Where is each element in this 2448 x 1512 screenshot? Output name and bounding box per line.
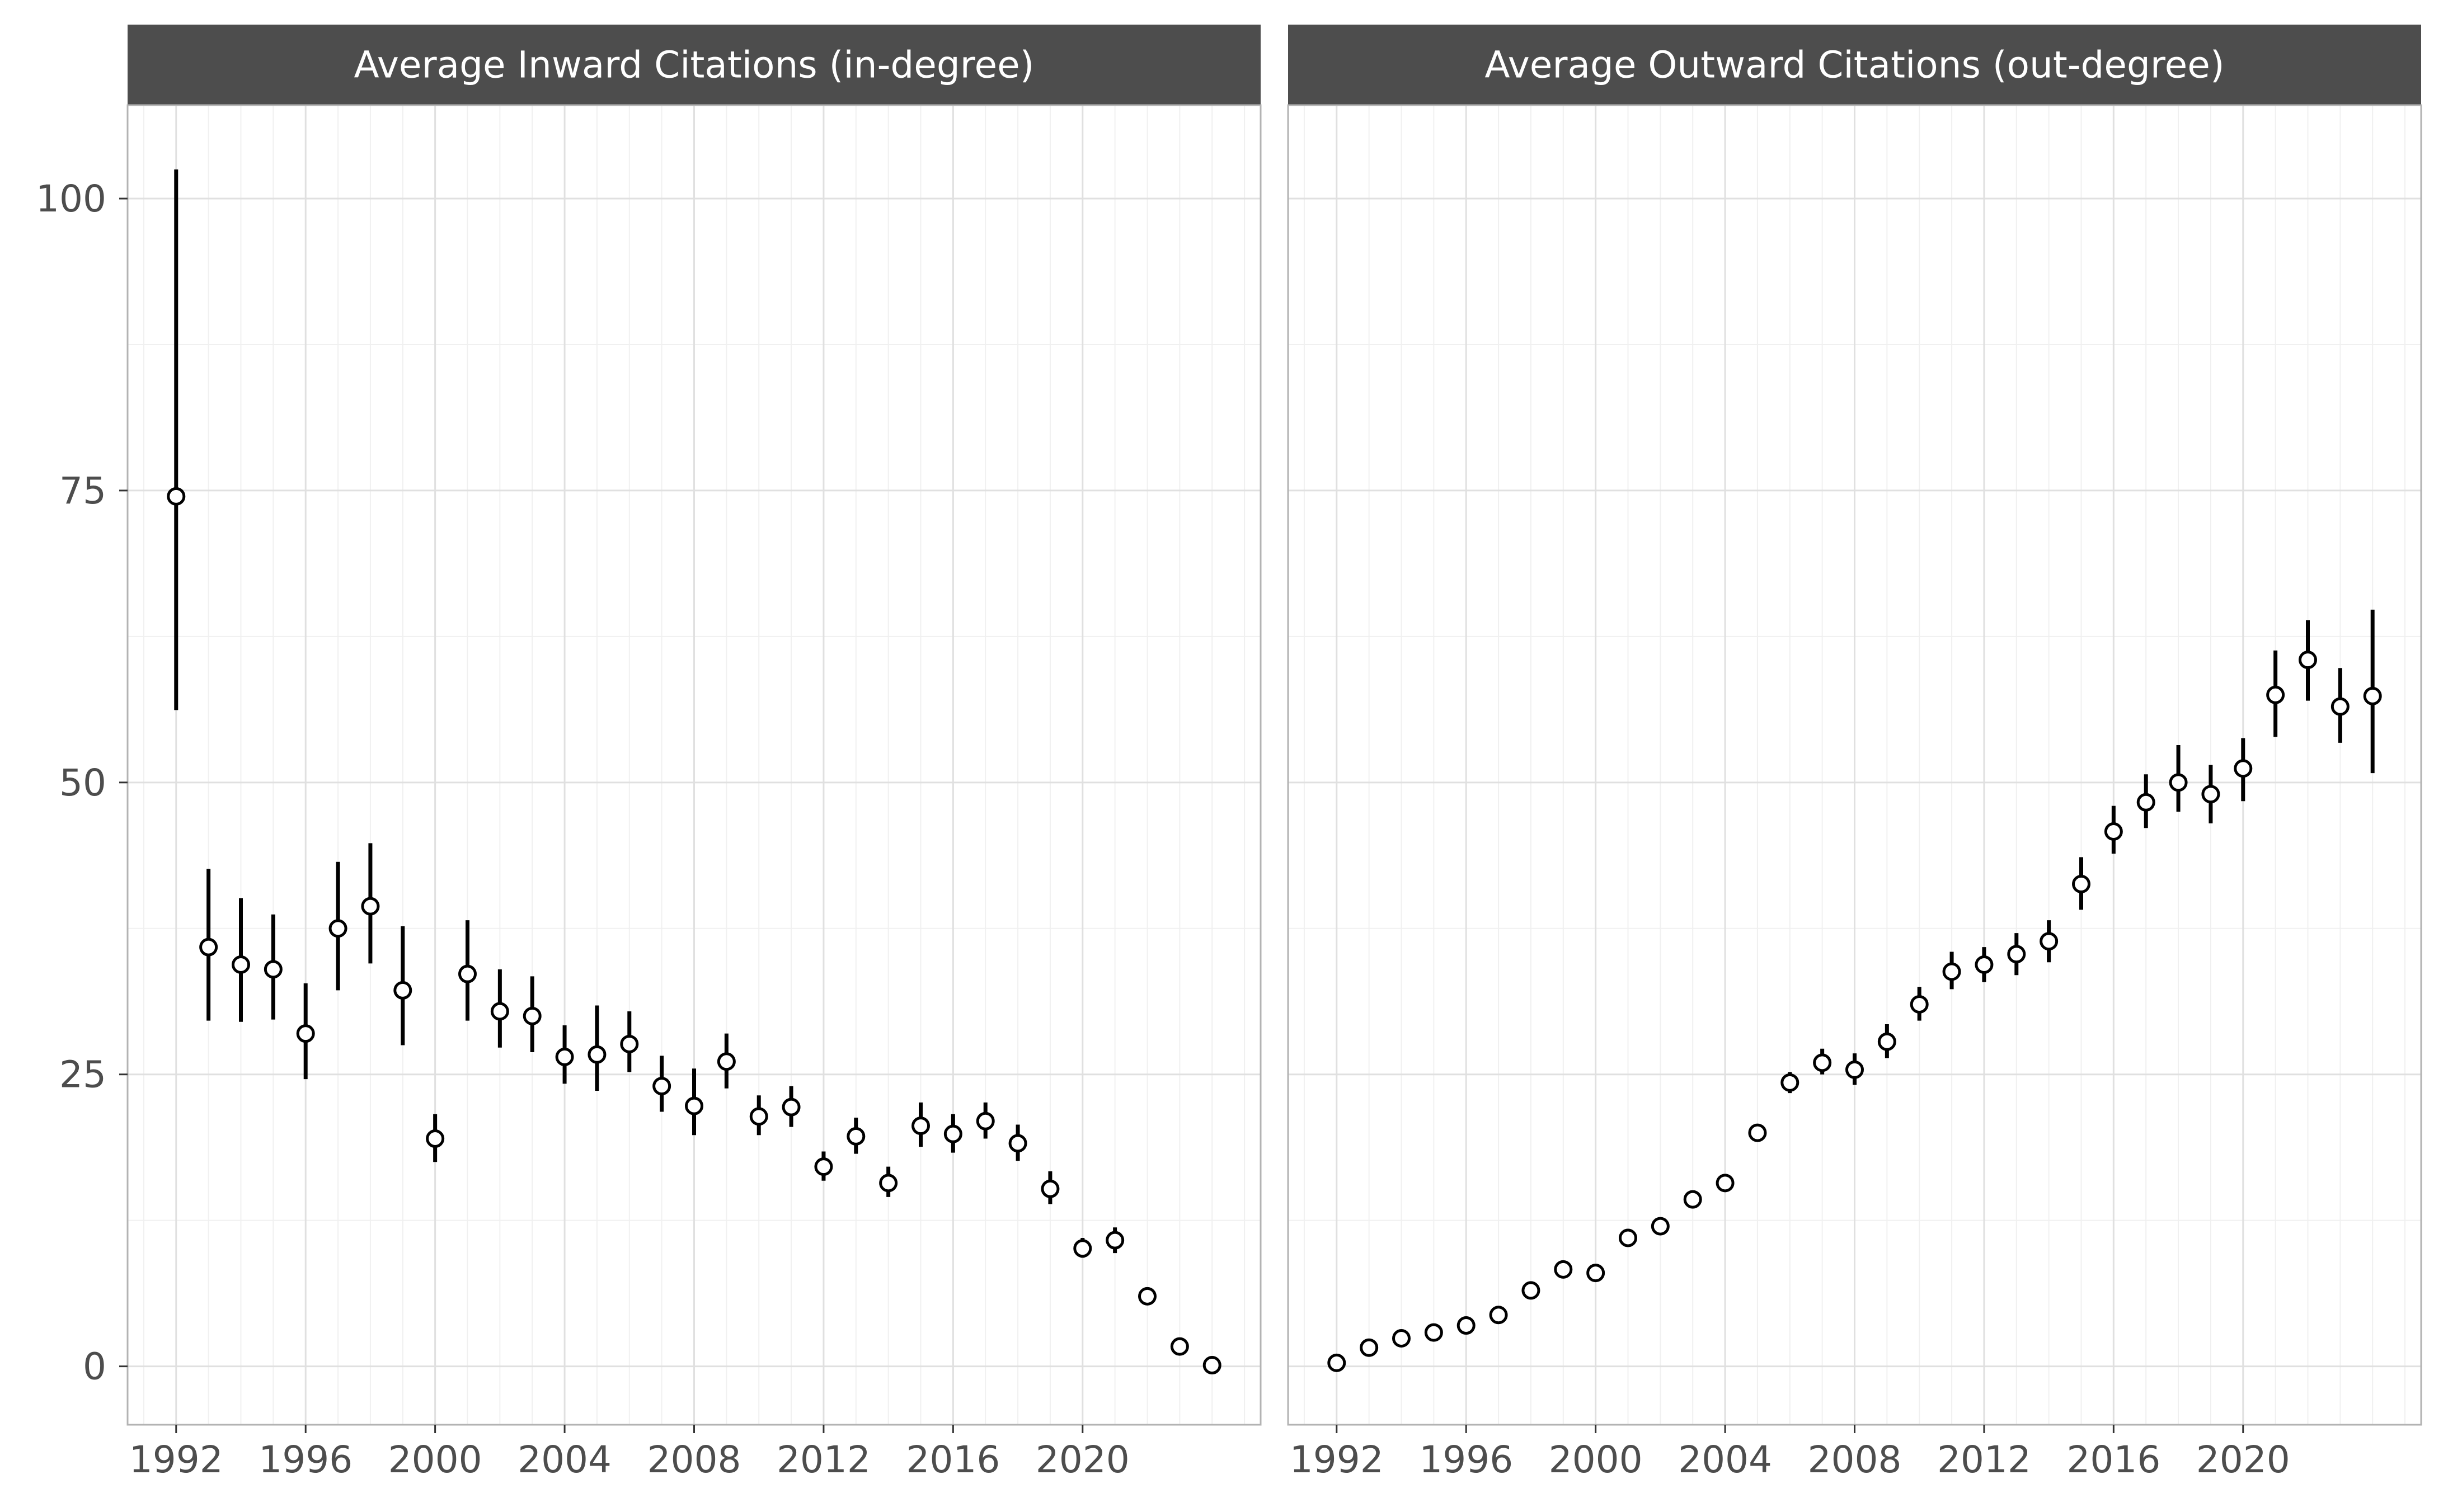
data-point xyxy=(2072,874,2090,893)
data-point xyxy=(2363,686,2382,705)
x-tick-label: 1992 xyxy=(129,1438,223,1481)
data-point xyxy=(2040,932,2059,951)
data-point xyxy=(814,1157,833,1176)
data-point xyxy=(264,960,283,979)
data-point xyxy=(1910,995,1929,1014)
facet-title: Average Outward Citations (out-degree) xyxy=(1484,44,2224,87)
data-point xyxy=(1554,1260,1573,1279)
x-tick-label: 1996 xyxy=(1419,1438,1513,1481)
x-tick-label: 2016 xyxy=(906,1438,1000,1481)
data-point xyxy=(1424,1323,1443,1342)
data-point xyxy=(1106,1231,1125,1250)
data-point xyxy=(2330,697,2350,716)
data-point xyxy=(555,1047,574,1066)
data-point xyxy=(1456,1316,1476,1335)
data-point xyxy=(1360,1338,1379,1357)
data-point xyxy=(911,1117,930,1136)
data-point xyxy=(2169,773,2188,792)
x-tick-label: 2012 xyxy=(777,1438,871,1481)
x-tick-label: 2008 xyxy=(1808,1438,1902,1481)
data-point xyxy=(1392,1329,1411,1348)
data-point xyxy=(1202,1356,1221,1375)
data-point xyxy=(1877,1032,1896,1051)
data-point xyxy=(232,955,250,974)
data-point xyxy=(361,897,380,916)
panel-outward-citations: Average Outward Citations (out-degree) 19… xyxy=(1287,25,2422,1481)
facet-strip xyxy=(1288,25,2421,105)
data-point xyxy=(1521,1281,1540,1300)
data-point xyxy=(2201,785,2220,804)
data-point xyxy=(588,1045,607,1064)
data-point xyxy=(1041,1179,1060,1198)
data-point xyxy=(523,1006,542,1025)
facet-title: Average Inward Citations (in-degree) xyxy=(354,44,1035,87)
y-tick-label: 75 xyxy=(59,469,106,512)
data-point xyxy=(1138,1287,1157,1306)
data-point xyxy=(879,1174,898,1193)
data-point xyxy=(782,1098,801,1117)
data-point xyxy=(2299,651,2317,670)
y-tick-label: 50 xyxy=(59,761,106,804)
data-point xyxy=(620,1034,639,1053)
data-point xyxy=(749,1107,768,1126)
data-point xyxy=(1716,1174,1735,1193)
x-tick-label: 2012 xyxy=(1937,1438,2031,1481)
data-point xyxy=(1975,955,1994,974)
data-point xyxy=(1073,1239,1092,1258)
x-tick-label: 2004 xyxy=(1678,1438,1772,1481)
data-point xyxy=(1489,1306,1508,1325)
data-point xyxy=(1008,1134,1027,1153)
data-point xyxy=(976,1111,995,1131)
data-point xyxy=(458,964,477,983)
data-point xyxy=(1780,1073,1799,1092)
data-point xyxy=(717,1052,736,1071)
data-point xyxy=(490,1002,509,1021)
data-point xyxy=(2234,759,2253,778)
data-point xyxy=(393,981,412,1000)
data-point xyxy=(2104,822,2123,841)
data-point xyxy=(1942,962,1961,981)
data-point xyxy=(1845,1060,1864,1079)
data-point xyxy=(1586,1264,1605,1283)
data-point xyxy=(426,1129,445,1148)
x-tick-label: 1992 xyxy=(1290,1438,1384,1481)
data-point xyxy=(167,487,186,506)
data-point xyxy=(328,919,347,938)
data-point xyxy=(685,1096,703,1115)
data-point xyxy=(1651,1217,1670,1236)
x-tick-label: 1996 xyxy=(259,1438,353,1481)
data-point xyxy=(1683,1190,1702,1209)
data-point xyxy=(943,1124,962,1143)
data-point xyxy=(1748,1123,1767,1142)
x-tick-label: 2004 xyxy=(518,1438,612,1481)
data-point xyxy=(1327,1353,1346,1372)
x-tick-label: 2000 xyxy=(1549,1438,1643,1481)
x-tick-label: 2016 xyxy=(2066,1438,2160,1481)
data-point xyxy=(2136,793,2155,812)
data-point xyxy=(1813,1053,1832,1072)
data-point xyxy=(847,1127,866,1146)
y-tick-label: 0 xyxy=(83,1345,106,1388)
data-point xyxy=(2266,685,2285,704)
data-point xyxy=(199,938,218,957)
panel-inward-citations: Average Inward Citations (in-degree) 1992… xyxy=(126,25,1262,1481)
y-tick-label: 100 xyxy=(36,177,106,220)
x-tick-label: 2020 xyxy=(1036,1438,1130,1481)
data-point xyxy=(2007,945,2026,964)
y-axis: 0 25 50 75 100 xyxy=(36,177,128,1388)
facet-strip xyxy=(128,25,1261,105)
y-tick-label: 25 xyxy=(59,1053,106,1096)
x-tick-label: 2020 xyxy=(2196,1438,2290,1481)
data-point xyxy=(652,1077,671,1096)
data-point xyxy=(1170,1337,1189,1356)
x-tick-label: 2008 xyxy=(647,1438,741,1481)
data-point xyxy=(1619,1228,1637,1247)
x-tick-label: 2000 xyxy=(388,1438,482,1481)
data-point xyxy=(296,1024,315,1043)
